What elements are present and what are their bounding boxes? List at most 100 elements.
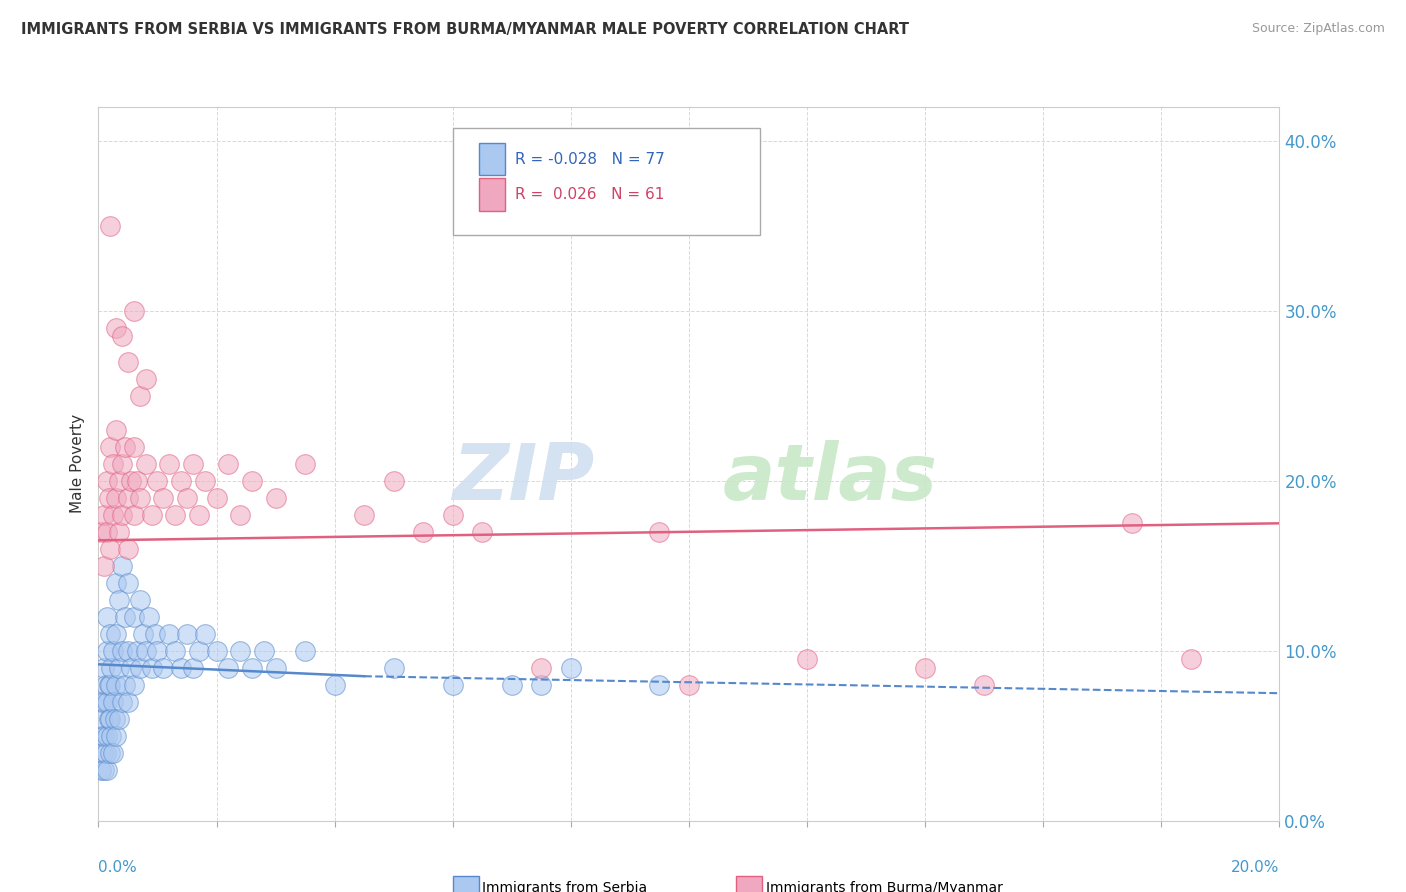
Point: [125, 644, 148, 658]
Point: [128, 491, 150, 505]
Point: [122, 440, 145, 454]
Point: [96, 524, 118, 539]
Point: [105, 321, 128, 335]
Point: [90, 695, 112, 709]
Point: [111, 508, 134, 522]
Point: [294, 644, 316, 658]
Point: [441, 678, 464, 692]
Point: [94, 746, 117, 760]
Text: Source: ZipAtlas.com: Source: ZipAtlas.com: [1251, 22, 1385, 36]
Point: [530, 661, 553, 675]
Point: [96, 729, 118, 743]
Point: [120, 474, 142, 488]
Point: [170, 474, 193, 488]
Point: [152, 491, 174, 505]
Point: [323, 678, 346, 692]
Point: [122, 304, 145, 318]
Point: [240, 474, 263, 488]
Point: [91, 746, 114, 760]
Point: [96, 695, 118, 709]
Point: [187, 508, 209, 522]
Point: [111, 457, 134, 471]
Point: [93, 661, 115, 675]
Point: [90, 524, 112, 539]
Point: [114, 609, 136, 624]
Point: [1121, 516, 1143, 531]
Point: [98, 678, 121, 692]
Point: [530, 678, 553, 692]
Point: [98, 678, 121, 692]
Point: [128, 592, 150, 607]
Point: [96, 644, 118, 658]
Text: Immigrants from Serbia: Immigrants from Serbia: [482, 881, 647, 892]
Point: [382, 661, 405, 675]
Point: [103, 457, 125, 471]
Point: [98, 746, 121, 760]
Point: [122, 678, 145, 692]
Point: [98, 219, 121, 233]
Point: [104, 712, 127, 726]
Point: [240, 661, 263, 675]
Point: [90, 729, 112, 743]
Bar: [478, 143, 505, 175]
Point: [264, 491, 287, 505]
Point: [93, 763, 115, 777]
Point: [117, 644, 139, 658]
Point: [229, 508, 252, 522]
Point: [152, 661, 174, 675]
Point: [98, 712, 121, 726]
Point: [108, 661, 131, 675]
Point: [103, 695, 125, 709]
Point: [648, 524, 671, 539]
Text: R = -0.028   N = 77: R = -0.028 N = 77: [516, 152, 665, 167]
Point: [132, 626, 155, 640]
Point: [412, 524, 434, 539]
Point: [105, 626, 128, 640]
Point: [353, 508, 375, 522]
Text: Immigrants from Burma/Myanmar: Immigrants from Burma/Myanmar: [766, 881, 1002, 892]
Point: [187, 644, 209, 658]
Point: [108, 592, 131, 607]
Point: [143, 626, 166, 640]
Point: [94, 678, 117, 692]
Point: [181, 457, 204, 471]
Point: [217, 457, 239, 471]
Point: [141, 661, 163, 675]
Text: ZIP: ZIP: [453, 440, 595, 516]
Point: [194, 626, 217, 640]
Point: [93, 558, 115, 573]
Point: [98, 626, 121, 640]
Point: [165, 508, 187, 522]
Point: [93, 508, 115, 522]
Point: [105, 575, 128, 590]
Point: [111, 695, 134, 709]
Point: [117, 575, 139, 590]
Point: [93, 695, 115, 709]
Point: [170, 661, 193, 675]
Point: [114, 440, 136, 454]
Point: [264, 661, 287, 675]
Point: [98, 712, 121, 726]
Point: [96, 763, 118, 777]
Point: [93, 729, 115, 743]
Point: [194, 474, 217, 488]
Point: [914, 661, 936, 675]
Point: [165, 644, 187, 658]
Point: [146, 474, 169, 488]
Point: [205, 491, 228, 505]
Point: [117, 491, 139, 505]
Point: [176, 491, 198, 505]
Point: [253, 644, 276, 658]
Text: atlas: atlas: [723, 440, 938, 516]
Point: [128, 389, 150, 403]
Point: [796, 652, 818, 666]
Text: IMMIGRANTS FROM SERBIA VS IMMIGRANTS FROM BURMA/MYANMAR MALE POVERTY CORRELATION: IMMIGRANTS FROM SERBIA VS IMMIGRANTS FRO…: [21, 22, 910, 37]
Point: [205, 644, 228, 658]
Point: [181, 661, 204, 675]
Point: [973, 678, 995, 692]
Point: [648, 678, 671, 692]
Point: [382, 474, 405, 488]
Point: [1180, 652, 1202, 666]
Point: [103, 746, 125, 760]
Bar: [453, 876, 478, 892]
